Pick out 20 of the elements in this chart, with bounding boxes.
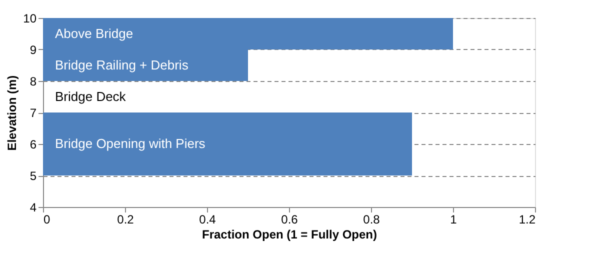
x-tick-label: 0.2 [117, 212, 134, 226]
annotation: Bridge Opening with Piers [55, 136, 206, 151]
x-tick-label: 1.2 [518, 212, 536, 226]
x-tick-label: 0.8 [363, 212, 380, 226]
y-tick-label: 4 [30, 200, 37, 214]
annotation: Bridge Railing + Debris [55, 57, 189, 72]
y-tick-label: 7 [30, 106, 37, 120]
y-tick-label: 9 [30, 43, 37, 57]
y-axis-title: Elevation (m) [5, 75, 20, 151]
annotation: Bridge Deck [55, 88, 126, 104]
y-tick-label: 6 [30, 138, 37, 152]
x-tick-label: 0.4 [199, 212, 216, 226]
x-tick-label: 1 [450, 212, 458, 226]
y-tick-label: 5 [30, 169, 37, 183]
x-tick-label: 0 [44, 212, 50, 226]
x-axis-title: Fraction Open (1 = Fully Open) [202, 228, 378, 242]
y-tick-label: 10 [23, 12, 37, 26]
x-tick-label: 0.6 [281, 212, 298, 226]
annotation: Above Bridge [55, 26, 134, 41]
y-tick-label: 8 [30, 74, 37, 88]
